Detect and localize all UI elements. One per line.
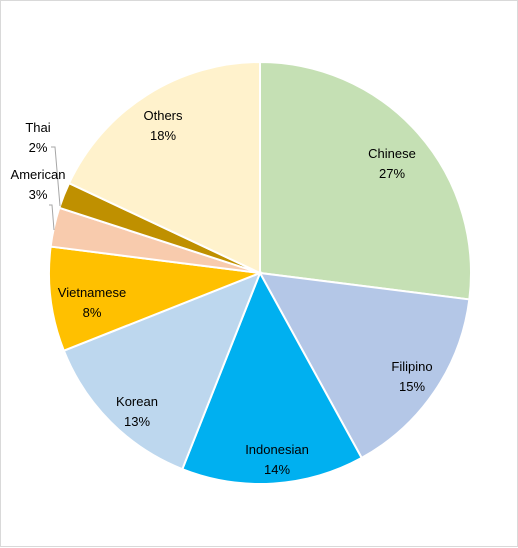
slice-value-others: 18%: [150, 128, 176, 143]
slice-label-others: Others: [143, 108, 183, 123]
leader-line-american: [49, 204, 55, 231]
leader-line-thai: [51, 146, 61, 207]
pie-slice-vietnamese: [48, 245, 261, 352]
pie-slice-indonesian: [181, 270, 364, 485]
slice-value-chinese: 27%: [379, 166, 405, 181]
slice-label-korean: Korean: [116, 394, 158, 409]
slice-label-thai: Thai: [25, 120, 50, 135]
pie-slice-korean: [62, 271, 262, 471]
slice-label-vietnamese: Vietnamese: [58, 285, 126, 300]
pie-slice-others: [67, 60, 261, 275]
pie-slice-filipino: [258, 271, 471, 460]
pie-slice-chinese: [259, 60, 472, 301]
slice-value-korean: 13%: [124, 414, 150, 429]
slice-value-filipino: 15%: [399, 379, 425, 394]
slice-label-chinese: Chinese: [368, 146, 416, 161]
slice-value-thai: 2%: [29, 140, 48, 155]
slice-value-indonesian: 14%: [264, 462, 290, 477]
slice-label-filipino: Filipino: [391, 359, 432, 374]
slice-value-vietnamese: 8%: [83, 305, 102, 320]
slice-value-american: 3%: [29, 187, 48, 202]
slice-label-american: American: [11, 167, 66, 182]
slice-label-indonesian: Indonesian: [245, 442, 309, 457]
